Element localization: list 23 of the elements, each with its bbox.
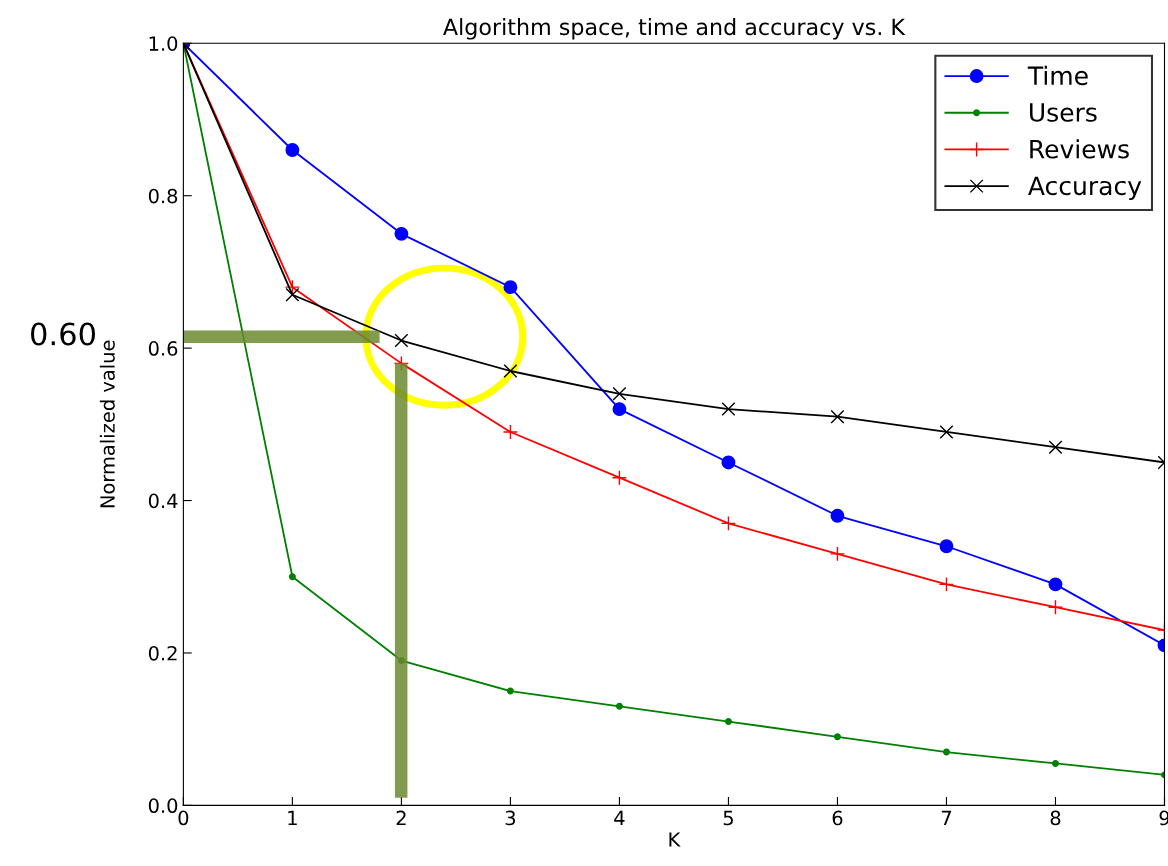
x-tick-label: 4 [614,810,625,826]
x-axis-title: K [669,832,681,847]
y-tick-label: 0.8 [148,188,178,204]
y-tick-label: 0.0 [148,798,178,814]
y-tick-label: 0.2 [148,645,177,661]
text: 0.60 [31,322,96,346]
y-tick-label: 0.4 [148,493,178,509]
x-tick-label: 0 [178,810,189,826]
legend-label: Accuracy [1028,176,1142,201]
chart-title: Algorithm space, time and accuracy vs. K [443,18,906,40]
x-tick-label: 1 [288,810,297,826]
x-tick-label: 2 [396,810,406,826]
legend-label: Time [1027,65,1088,86]
legend-label: Users [1030,103,1097,122]
x-tick-label: 5 [723,810,733,826]
x-tick-label: 3 [505,810,516,826]
x-tick-label: 7 [941,810,951,826]
y-tick-label: 1.0 [149,36,178,51]
y-tick-label: 0.6 [148,341,178,356]
legend-label: Reviews [1030,139,1129,159]
y-axis-title: Normalized value [99,340,115,508]
x-tick-label: 6 [832,810,843,826]
x-tick-label: 8 [1050,810,1061,826]
